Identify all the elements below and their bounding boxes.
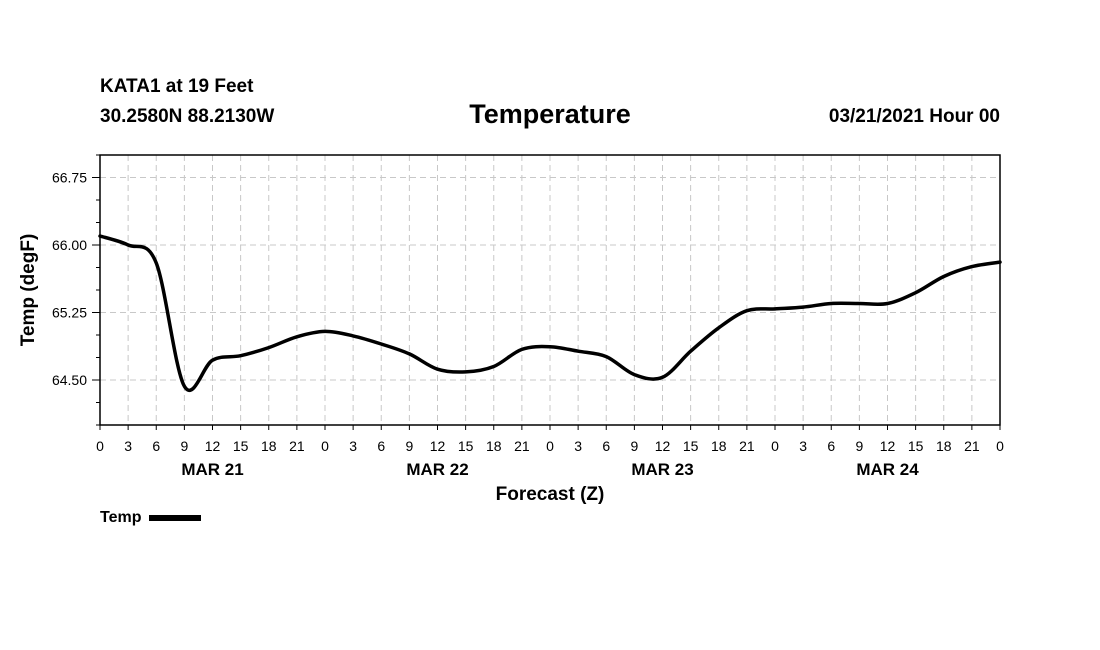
- x-tick-label: 9: [180, 438, 188, 454]
- x-tick-label: 0: [546, 438, 554, 454]
- x-tick-label: 6: [827, 438, 835, 454]
- x-tick-label: 6: [602, 438, 610, 454]
- y-tick-label: 65.25: [52, 305, 87, 321]
- x-tick-label: 3: [799, 438, 807, 454]
- x-tick-label: 18: [261, 438, 277, 454]
- series-layer: [98, 234, 1002, 392]
- x-tick-label: 9: [855, 438, 863, 454]
- plot-frame: [99, 154, 1001, 426]
- chart-title: Temperature: [469, 99, 631, 129]
- y-axis-label: Temp (degF): [18, 234, 39, 347]
- x-tick-label: 0: [771, 438, 779, 454]
- date-label: MAR 22: [406, 460, 468, 479]
- x-tick-label: 3: [574, 438, 582, 454]
- x-tick-label: 18: [486, 438, 502, 454]
- x-tick-label: 12: [655, 438, 671, 454]
- gridlines: [100, 155, 1000, 425]
- x-tick-label: 0: [321, 438, 329, 454]
- axis-ticks: [92, 154, 1001, 430]
- x-tick-label: 12: [430, 438, 446, 454]
- x-tick-label: 9: [630, 438, 638, 454]
- station-coordinates: 30.2580N 88.2130W: [100, 106, 275, 127]
- x-tick-label: 0: [996, 438, 1004, 454]
- x-tick-label: 21: [964, 438, 980, 454]
- x-tick-label: 18: [936, 438, 952, 454]
- y-tick-label: 64.50: [52, 372, 87, 388]
- legend-line-swatch: [149, 515, 202, 521]
- x-tick-label: 12: [205, 438, 221, 454]
- x-tick-label: 12: [880, 438, 896, 454]
- x-tick-label: 21: [289, 438, 305, 454]
- x-tick-label: 0: [96, 438, 104, 454]
- forecast-run-time: 03/21/2021 Hour 00: [828, 106, 1000, 127]
- axis-labels: 0 3 6 9 12 15 18 21 0 3 6 9 12 15 18 21 0 3 6 9 12 15 18 21 0 3 6 9…: [52, 170, 1004, 480]
- x-axis-label: Forecast (Z): [496, 484, 605, 505]
- legend-label: Temp: [100, 509, 142, 526]
- x-tick-label: 3: [349, 438, 357, 454]
- date-label: MAR 24: [856, 460, 919, 479]
- x-tick-label: 15: [683, 438, 699, 454]
- x-tick-label: 3: [124, 438, 132, 454]
- y-tick-label: 66.00: [52, 237, 87, 253]
- x-tick-label: 15: [233, 438, 249, 454]
- y-tick-label: 66.75: [52, 170, 87, 186]
- x-tick-label: 6: [377, 438, 385, 454]
- x-tick-label: 18: [711, 438, 727, 454]
- x-tick-label: 21: [514, 438, 530, 454]
- x-tick-label: 6: [152, 438, 160, 454]
- date-label: MAR 23: [631, 460, 693, 479]
- date-label: MAR 21: [181, 460, 243, 479]
- x-tick-label: 15: [458, 438, 474, 454]
- x-tick-label: 15: [908, 438, 924, 454]
- series-line-temp: [98, 234, 1002, 392]
- station-label: KATA1 at 19 Feet: [100, 76, 254, 97]
- x-tick-label: 9: [405, 438, 413, 454]
- legend: Temp: [100, 509, 202, 527]
- x-tick-label: 21: [739, 438, 755, 454]
